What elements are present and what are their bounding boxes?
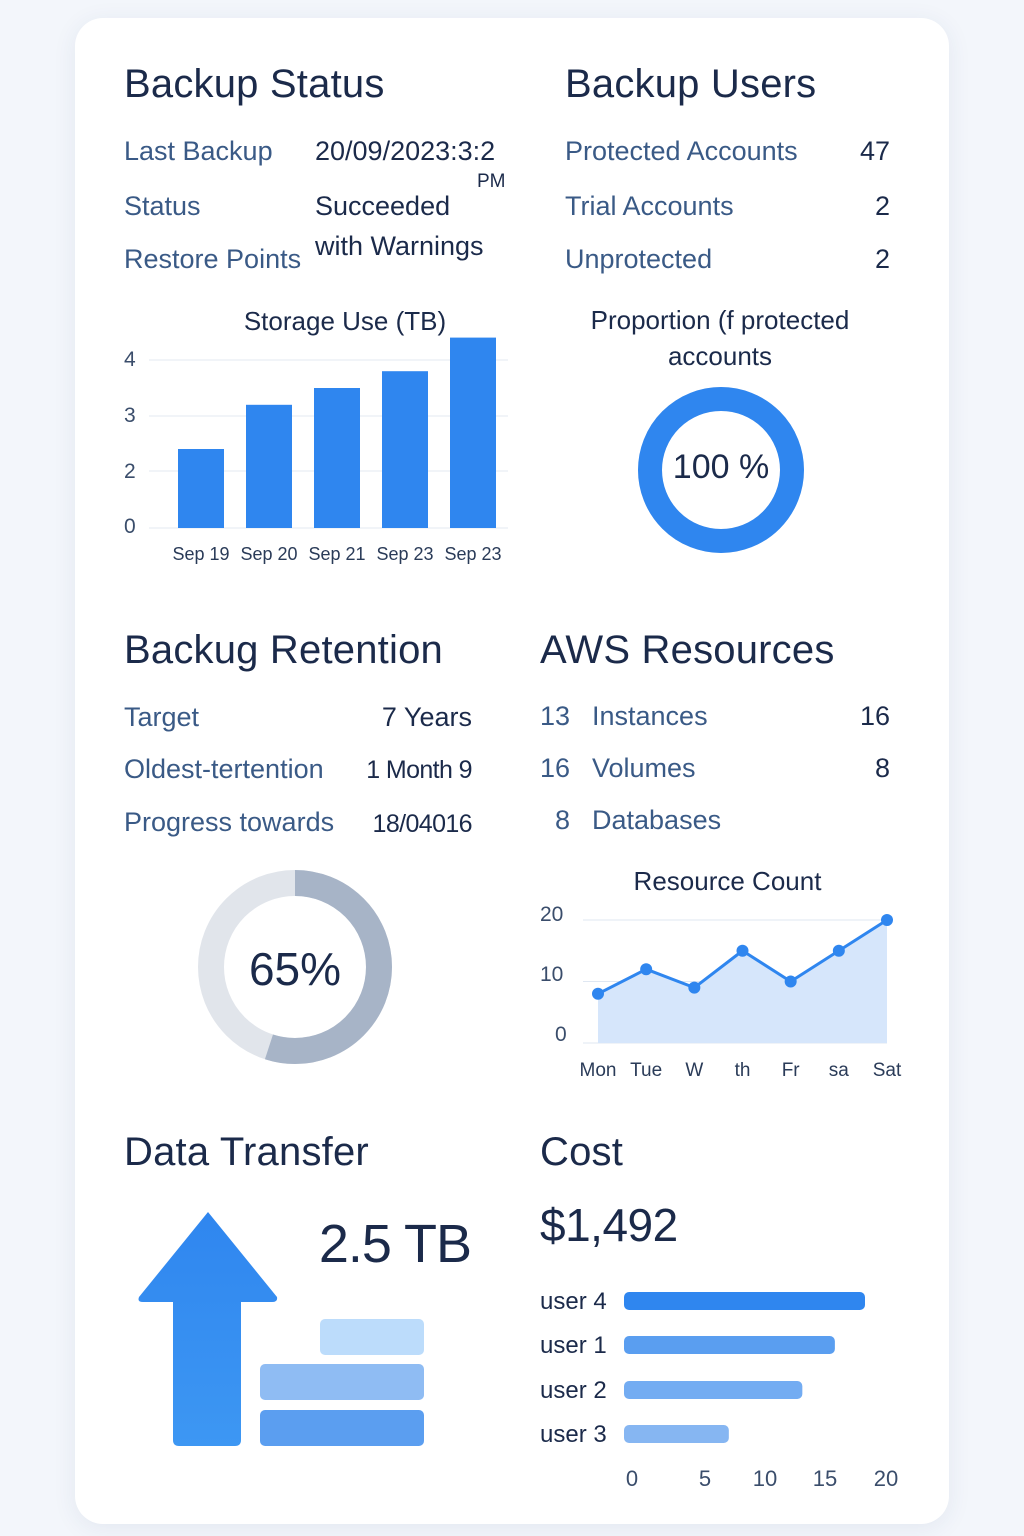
storage-ytick-0: 0 [124,515,136,538]
retention-progress-value: 18/04016 [372,810,473,838]
resource-ytick-20: 20 [540,903,564,926]
cost-bar-chart: user 4 user 1 user 2 user 3 0 5 10 15 20 [540,1288,898,1491]
aws-volumes-label: Volumes [592,753,696,783]
resource-ytick-10: 10 [540,963,564,986]
cost-value: $1,492 [540,1199,678,1251]
resource-xtick: Sat [873,1060,902,1081]
retention-target-label: Target [124,702,200,732]
storage-xtick: Sep 21 [308,544,365,564]
resource-xtick: W [685,1060,703,1081]
data-transfer-title: Data Transfer [124,1130,369,1174]
resource-point [784,975,797,988]
data-transfer-value: 2.5 TB [318,1214,472,1274]
trial-accounts-label: Trial Accounts [565,191,734,221]
upload-arrow-icon [138,1212,424,1446]
aws-resources-title: AWS Resources [540,628,835,672]
aws-databases-label: Databases [592,805,722,835]
protected-accounts-label: Protected Accounts [565,136,798,166]
proportion-value: 100 % [672,448,770,486]
status-label: Status [124,191,201,221]
storage-bar [314,388,360,528]
cost-xtick: 0 [626,1466,638,1491]
resource-point [832,944,845,957]
retention-title: Backug Retention [124,628,443,672]
storage-chart-title: Storage Use (TB) [243,306,447,336]
backup-users-title: Backup Users [565,62,817,106]
protected-accounts-value: 47 [859,136,890,166]
cost-title: Cost [540,1130,624,1174]
cost-user-label: user 1 [540,1332,607,1359]
status-value-line1: Succeeded [315,191,451,221]
cost-bar [624,1425,729,1443]
aws-instances-count: 13 [539,701,570,731]
resource-point [592,987,604,1000]
status-value-line2: with Warnings [315,231,484,261]
retention-oldest-value: 1 Month 9 [366,756,472,784]
resource-ytick-0: 0 [555,1023,567,1046]
storage-bar [450,337,496,528]
transfer-block-bottom [260,1410,424,1446]
resource-xtick: Fr [782,1060,801,1081]
unprotected-label: Unprotected [565,244,713,274]
storage-ytick-4: 4 [124,348,136,371]
storage-bar [246,404,292,528]
resource-point [736,944,749,957]
storage-ytick-3: 3 [124,404,136,427]
resource-point [640,963,653,976]
transfer-block-middle [260,1364,424,1400]
cost-user-label: user 4 [540,1288,607,1315]
storage-bar [178,449,224,528]
trial-accounts-value: 2 [874,191,890,221]
cost-xtick: 15 [813,1466,837,1491]
storage-bar-chart: Sep 19 Sep 20 Sep 21 Sep 23 Sep 23 [149,337,508,564]
retention-progress-label: Progress towards [124,807,335,837]
dashboard-card: Backup Status Last Backup Status Restore… [75,18,949,1524]
last-backup-time-suffix: PM [477,171,506,192]
retention-donut-fill [198,870,392,1064]
resource-area-fill [598,920,887,1043]
aws-databases-count: 8 [554,805,570,835]
last-backup-label: Last Backup [124,136,273,166]
resource-xtick: sa [829,1060,850,1081]
resource-point [881,914,893,926]
storage-ytick-2: 2 [124,460,136,483]
proportion-donut-fill [638,387,804,553]
retention-oldest-label: Oldest-tertention [124,754,324,784]
resource-chart-title: Resource Count [633,866,822,896]
cost-xtick: 10 [753,1466,777,1491]
retention-progress-donut [198,870,392,1064]
storage-bar [382,371,428,528]
cost-bar [624,1381,803,1399]
proportion-title-line2: accounts [667,341,773,371]
aws-volumes-count: 16 [539,753,570,783]
cost-xtick: 20 [874,1466,898,1491]
restore-points-label: Restore Points [124,244,302,274]
aws-instances-value: 16 [859,701,890,731]
aws-volumes-value: 8 [874,753,890,783]
cost-bar [624,1336,835,1354]
proportion-title-line1: Proportion (f protected [590,305,850,335]
cost-bar [624,1292,865,1310]
cost-user-label: user 2 [540,1377,607,1404]
resource-xtick: th [735,1060,751,1081]
storage-xtick: Sep 23 [444,544,501,564]
storage-xtick: Sep 19 [172,544,229,564]
resource-xtick: Mon [580,1060,617,1081]
storage-xtick: Sep 20 [240,544,297,564]
unprotected-value: 2 [874,244,890,274]
retention-target-value: 7 Years [381,702,472,732]
cost-xtick: 5 [699,1466,711,1491]
aws-instances-label: Instances [592,701,708,731]
last-backup-value: 20/09/2023:3:2 [315,136,496,166]
storage-xtick: Sep 23 [376,544,433,564]
retention-progress-value-label: 65% [248,943,342,995]
resource-point [688,981,701,994]
proportion-donut [638,387,804,553]
backup-status-title: Backup Status [124,62,385,106]
transfer-block-top [320,1319,424,1355]
resource-xtick: Tue [630,1060,662,1081]
cost-user-label: user 3 [540,1421,607,1448]
